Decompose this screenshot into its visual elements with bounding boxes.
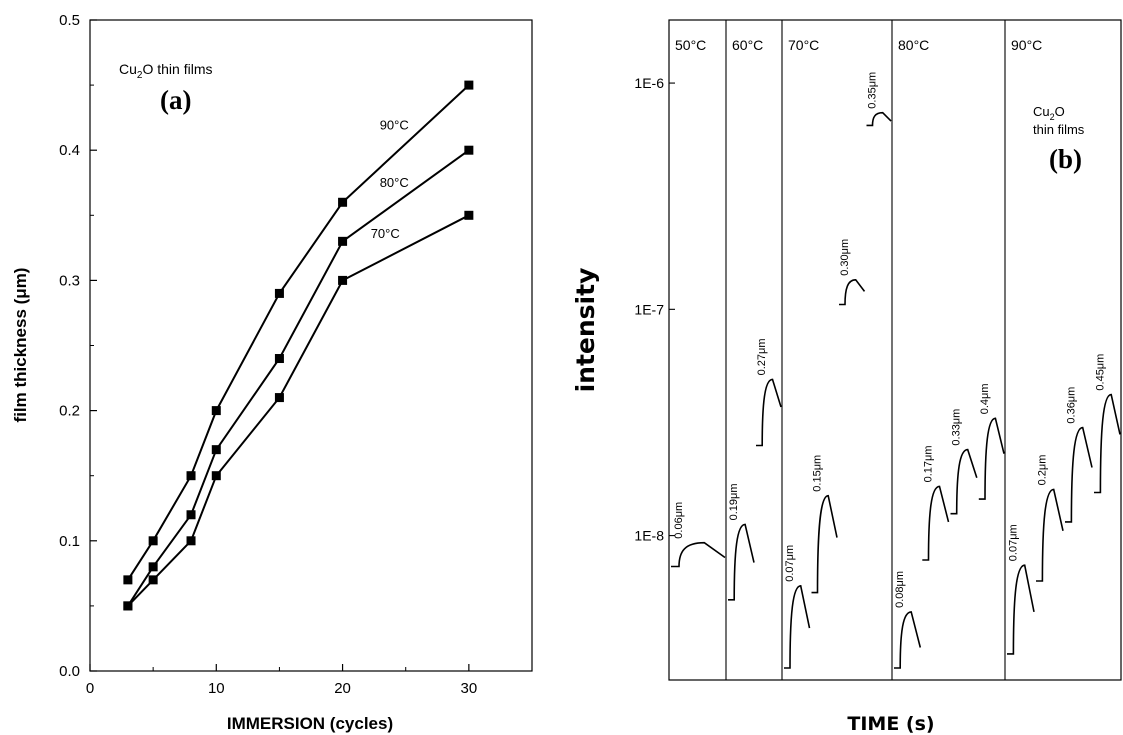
panel-b-annotation-line1: Cu2O bbox=[1033, 104, 1065, 122]
panel-b-label: (b) bbox=[1049, 144, 1082, 174]
panel-b-intensity-curve bbox=[728, 523, 755, 601]
panel-a-data-point bbox=[211, 471, 221, 481]
panel-b-curve-label: 0.08μm bbox=[894, 571, 906, 608]
panel-a-x-tick-label: 0 bbox=[86, 680, 94, 697]
panel-a-data-point bbox=[186, 510, 196, 520]
panel-a-y-tick-label: 0.1 bbox=[59, 533, 80, 550]
panel-a-data-point bbox=[123, 575, 133, 585]
panel-a-x-tick-label: 20 bbox=[334, 680, 351, 697]
panel-b-curve-label: 0.2μm bbox=[1036, 455, 1048, 486]
panel-b-temperature-label: 90°C bbox=[1011, 37, 1042, 53]
panel-a-x-tick-label: 10 bbox=[208, 680, 225, 697]
panel-b-temperature-dividers: 50°C 60°C 70°C 80°C 90°C bbox=[675, 20, 1042, 680]
panel-b-curve-label: 0.30μm bbox=[839, 239, 851, 276]
panel-a-x-axis-title: IMMERSION (cycles) bbox=[227, 714, 393, 733]
panel-b-curve-label: 0.35μm bbox=[867, 72, 879, 109]
panel-b-curve-label: 0.45μm bbox=[1094, 354, 1106, 391]
panel-b-ticks: 1E-8 1E-7 1E-6 bbox=[634, 75, 675, 544]
panel-b-curve-label: 0.19μm bbox=[728, 483, 740, 520]
panel-b-temperature-label: 70°C bbox=[788, 37, 819, 53]
panel-a-series-label: 70°C bbox=[371, 226, 400, 241]
panel-b-curve-label: 0.4μm bbox=[979, 384, 991, 415]
panel-b-intensity-curve bbox=[784, 584, 811, 669]
panel-b-intensity-curve bbox=[671, 541, 726, 568]
panel-a-chart: 0 10 20 30 0.0 0.1 0.2 0.3 0.4 0.5 90°C 80°C 70°C C… bbox=[11, 12, 533, 733]
panel-a-series: 90°C 80°C 70°C bbox=[123, 80, 474, 611]
panel-b-y-tick-label: 1E-8 bbox=[634, 528, 664, 544]
panel-a-series-line bbox=[127, 149, 470, 607]
panel-a-y-tick-label: 0.5 bbox=[59, 12, 80, 29]
panel-a-ticks: 0 10 20 30 0.0 0.1 0.2 0.3 0.4 0.5 bbox=[59, 12, 477, 697]
panel-a-plot-frame bbox=[89, 19, 533, 672]
panel-a-y-tick-label: 0.0 bbox=[59, 663, 80, 680]
panel-a-y-tick-label: 0.2 bbox=[59, 403, 80, 420]
panel-b-temperature-label: 80°C bbox=[898, 37, 929, 53]
panel-b-curve-label: 0.15μm bbox=[812, 455, 824, 492]
panel-a-series-line bbox=[127, 84, 470, 581]
panel-a-data-point bbox=[464, 145, 474, 155]
panel-a-data-point bbox=[464, 80, 474, 90]
panel-b-y-tick-label: 1E-7 bbox=[634, 301, 664, 317]
panel-b-intensity-curve bbox=[894, 611, 922, 669]
panel-b-curve-label: 0.06μm bbox=[673, 502, 685, 539]
panel-b-curves: 0.06μm 0.19μm 0.27μm 0.07μm 0.15μm 0.30μm 0.35… bbox=[671, 72, 1121, 669]
panel-a-data-point bbox=[123, 601, 133, 611]
panel-a-y-tick-label: 0.4 bbox=[59, 142, 80, 159]
panel-b-intensity-curve bbox=[811, 494, 838, 594]
panel-a-series-line bbox=[127, 214, 470, 607]
panel-b-chart: 50°C 60°C 70°C 80°C 90°C 1E-8 1E-7 1E-6 0.06μm… bbox=[571, 19, 1122, 735]
panel-b-intensity-curve bbox=[950, 448, 978, 515]
panel-a-data-point bbox=[211, 406, 221, 416]
panel-b-curve-label: 0.33μm bbox=[951, 409, 963, 446]
panel-b-plot-frame bbox=[668, 19, 1122, 681]
panel-a-data-point bbox=[148, 562, 158, 572]
panel-b-y-axis-title: intensity bbox=[571, 268, 600, 393]
panel-b-curve-label: 0.36μm bbox=[1065, 387, 1077, 424]
panel-b-temperature-label: 60°C bbox=[732, 37, 763, 53]
panel-a-data-point bbox=[186, 536, 196, 546]
panel-b-curve-label: 0.27μm bbox=[756, 338, 768, 375]
panel-a-data-point bbox=[186, 471, 196, 481]
panel-b-intensity-curve bbox=[1065, 426, 1093, 523]
panel-a-y-tick-label: 0.3 bbox=[59, 272, 80, 289]
panel-b-intensity-curve bbox=[1007, 564, 1035, 655]
panel-b-curve-label: 0.07μm bbox=[1007, 524, 1019, 561]
panel-a-series-label: 80°C bbox=[380, 175, 409, 190]
panel-b-annotation-line2: thin films bbox=[1033, 122, 1085, 137]
panel-b-intensity-curve bbox=[1094, 393, 1121, 494]
panel-a-annotation: Cu2O thin films bbox=[119, 61, 212, 81]
panel-a-data-point bbox=[211, 445, 221, 455]
panel-a-data-point bbox=[274, 393, 284, 403]
panel-b-curve-label: 0.17μm bbox=[923, 445, 935, 482]
panel-a-data-point bbox=[274, 354, 284, 364]
panel-b-temperature-label: 50°C bbox=[675, 37, 706, 53]
panel-a-x-tick-label: 30 bbox=[461, 680, 478, 697]
panel-a-y-axis-title: film thickness (μm) bbox=[11, 268, 30, 423]
panel-a-data-point bbox=[148, 575, 158, 585]
panel-b-intensity-curve bbox=[922, 485, 950, 561]
panel-b-x-axis-title: TIME (s) bbox=[847, 713, 934, 735]
panel-b-intensity-curve bbox=[756, 378, 782, 447]
panel-a-series-label: 90°C bbox=[380, 118, 409, 133]
panel-a-data-point bbox=[338, 275, 348, 285]
panel-b-intensity-curve bbox=[978, 417, 1005, 500]
panel-a-data-point bbox=[274, 288, 284, 298]
panel-a-data-point bbox=[464, 210, 474, 220]
panel-a-label: (a) bbox=[160, 85, 191, 115]
panel-b-intensity-curve bbox=[866, 111, 892, 127]
panel-b-intensity-curve bbox=[1036, 488, 1064, 582]
panel-b-intensity-curve bbox=[839, 278, 866, 306]
panel-b-y-tick-label: 1E-6 bbox=[634, 75, 664, 91]
panel-a-data-point bbox=[338, 236, 348, 246]
panel-b-curve-label: 0.07μm bbox=[784, 545, 796, 582]
panel-a-data-point bbox=[148, 536, 158, 546]
panel-a-data-point bbox=[338, 197, 348, 207]
